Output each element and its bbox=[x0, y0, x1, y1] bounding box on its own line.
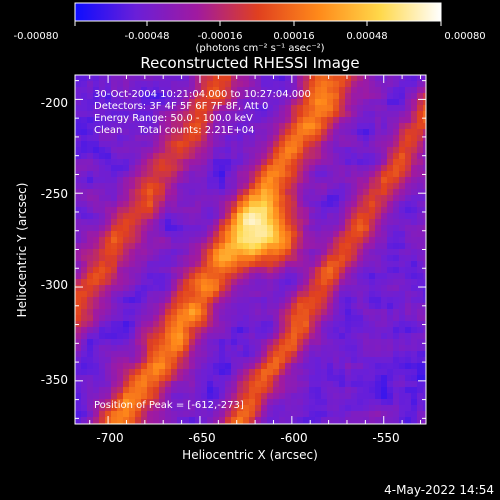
x-tick-label: -550 bbox=[372, 431, 399, 445]
colorbar-tick-label: 0.00048 bbox=[346, 31, 387, 42]
colorbar-gradient bbox=[74, 2, 442, 22]
x-tick-label: -700 bbox=[96, 431, 123, 445]
y-tick-label: -350 bbox=[41, 373, 68, 387]
peak-position-label: Position of Peak = [-612,-273] bbox=[94, 400, 244, 411]
info-clean-counts: Clean Total counts: 2.21E+04 bbox=[94, 125, 254, 136]
x-tick-label: -650 bbox=[188, 431, 215, 445]
colorbar-tick-label: 0.00080 bbox=[444, 31, 485, 42]
y-axis-ticks bbox=[75, 80, 426, 419]
info-energy-range: Energy Range: 50.0 - 100.0 keV bbox=[94, 113, 253, 124]
colorbar-ticks bbox=[74, 21, 442, 26]
image-title: Reconstructed RHESSI Image bbox=[140, 54, 359, 72]
y-tick-label: -300 bbox=[41, 278, 68, 292]
y-tick-label: -200 bbox=[41, 96, 68, 110]
y-axis-title: Heliocentric Y (arcsec) bbox=[15, 183, 29, 318]
x-tick-label: -600 bbox=[280, 431, 307, 445]
plot-timestamp: 4-May-2022 14:54 bbox=[384, 483, 494, 497]
colorbar-tick-label: 0.00016 bbox=[273, 31, 314, 42]
colorbar: -0.00080 -0.00048 -0.00016 0.00016 0.000… bbox=[14, 2, 486, 54]
colorbar-tick-label: -0.00080 bbox=[14, 31, 59, 42]
colorbar-tick-label: -0.00016 bbox=[198, 31, 243, 42]
y-tick-label: -250 bbox=[41, 187, 68, 201]
x-axis-ticks bbox=[89, 75, 421, 424]
x-axis-title: Heliocentric X (arcsec) bbox=[182, 448, 318, 462]
observation-info: 30-Oct-2004 10:21:04.000 to 10:27:04.000… bbox=[94, 89, 311, 136]
info-detectors: Detectors: 3F 4F 5F 6F 7F 8F, Att 0 bbox=[94, 101, 268, 112]
colorbar-tick-label: -0.00048 bbox=[125, 31, 170, 42]
reconstructed-image bbox=[75, 75, 426, 424]
info-time-range: 30-Oct-2004 10:21:04.000 to 10:27:04.000 bbox=[94, 89, 311, 100]
colorbar-unit-label: (photons cm⁻² s⁻¹ asec⁻²) bbox=[195, 43, 324, 54]
